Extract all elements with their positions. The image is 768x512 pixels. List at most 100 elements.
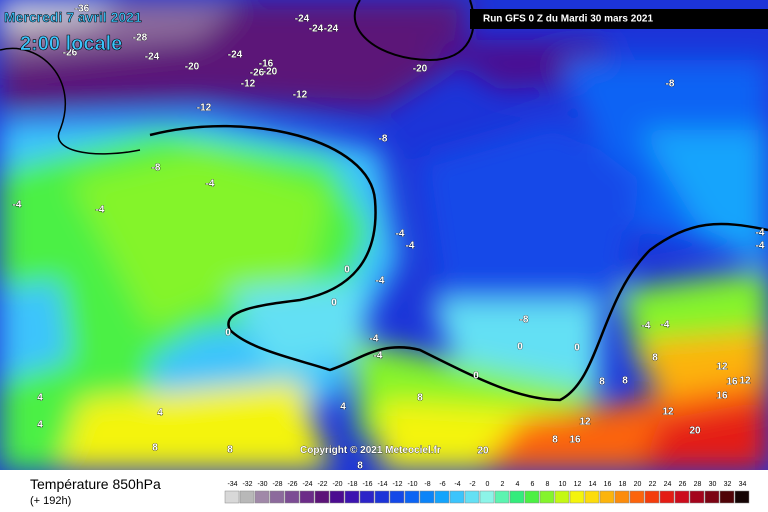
contour-label: 20: [689, 426, 701, 437]
legend-lead: (+ 192h): [30, 495, 71, 507]
color-swatch: [224, 490, 240, 504]
contour-label: 4: [340, 402, 346, 413]
color-swatch: [359, 490, 375, 504]
contour-label: -24: [228, 50, 243, 61]
contour-label: -4: [756, 228, 765, 239]
date: Mercredi 7 avril 2021: [4, 9, 142, 25]
scale-label: -20: [332, 481, 342, 488]
contour-label: -8: [379, 134, 388, 145]
contour-label: 12: [739, 376, 751, 387]
color-swatch: [284, 490, 300, 504]
contour-label: 8: [227, 445, 233, 456]
contour-label: 8: [599, 377, 605, 388]
color-swatch: [719, 490, 735, 504]
contour-label: 12: [579, 417, 591, 428]
color-swatch: [464, 490, 480, 504]
scale-label: -28: [272, 481, 282, 488]
scale-label: -22: [317, 481, 327, 488]
contour-label: 16: [726, 377, 738, 388]
contour-label: -12: [293, 90, 308, 101]
scale-label: 12: [574, 481, 582, 488]
scale-label: -16: [362, 481, 372, 488]
copyright: Copyright © 2021 Meteociel.fr: [300, 445, 441, 456]
color-swatch: [494, 490, 510, 504]
scale-label: -34: [227, 481, 237, 488]
contour-label: 4: [37, 393, 43, 404]
contour-label: 8: [552, 435, 558, 446]
color-swatch: [329, 490, 345, 504]
color-swatch: [374, 490, 390, 504]
scale-label: 34: [739, 481, 747, 488]
color-swatch: [299, 490, 315, 504]
color-swatch: [479, 490, 495, 504]
scale-label: 22: [649, 481, 657, 488]
contour-label: -16: [259, 59, 274, 70]
color-swatch: [614, 490, 630, 504]
contour-label: 8: [417, 393, 423, 404]
scale-label: -26: [287, 481, 297, 488]
scale-label: 32: [724, 481, 732, 488]
color-swatch: [659, 490, 675, 504]
contour-label: 0: [473, 371, 479, 382]
scale-label: -32: [242, 481, 252, 488]
color-swatch: [599, 490, 615, 504]
contour-label: -4: [756, 241, 765, 252]
contour-label: -20: [185, 62, 200, 73]
contour-label: -36: [75, 4, 90, 15]
contour-label: -4: [642, 321, 651, 332]
contour-label: -4: [374, 351, 383, 362]
contour-label: -20: [263, 67, 278, 78]
color-swatch: [674, 490, 690, 504]
contour-label: -28: [133, 33, 148, 44]
contour-label: 4: [37, 420, 43, 431]
scale-label: 2: [501, 481, 505, 488]
scale-label: -24: [302, 481, 312, 488]
scale-label: -14: [377, 481, 387, 488]
contour-label: 8: [152, 443, 158, 454]
scale-label: -4: [454, 481, 460, 488]
color-swatch: [344, 490, 360, 504]
scale-label: 14: [589, 481, 597, 488]
contour-label: -4: [406, 241, 415, 252]
scale-label: -6: [439, 481, 445, 488]
scale-label: 6: [531, 481, 535, 488]
scale-label: 0: [486, 481, 490, 488]
color-swatch: [239, 490, 255, 504]
color-swatch: [584, 490, 600, 504]
contour-label: -8: [520, 315, 529, 326]
color-swatch: [569, 490, 585, 504]
contour-label: 0: [331, 298, 337, 309]
scale-label: -12: [392, 481, 402, 488]
contour-label: -26: [63, 48, 78, 59]
contour-label: 8: [622, 376, 628, 387]
color-swatch: [404, 490, 420, 504]
contour-label: -24: [309, 24, 324, 35]
contour-label: -8: [152, 163, 161, 174]
color-swatch: [734, 490, 750, 504]
scale-label: 30: [709, 481, 717, 488]
color-swatch: [449, 490, 465, 504]
contour-label: 4: [157, 408, 163, 419]
contour-label: 20: [477, 446, 489, 457]
contour-label: -4: [370, 334, 379, 345]
color-swatch: [524, 490, 540, 504]
contour-label: -4: [376, 276, 385, 287]
scale-label: 8: [546, 481, 550, 488]
color-swatch: [509, 490, 525, 504]
color-swatch: [644, 490, 660, 504]
contour-label: -24: [324, 24, 339, 35]
contour-label: 12: [662, 407, 674, 418]
contour-label: 8: [357, 461, 363, 472]
contour-label: 0: [225, 328, 231, 339]
scale-label: 20: [634, 481, 642, 488]
time: 2:00 locale: [20, 33, 122, 55]
scale-label: -30: [257, 481, 267, 488]
contour-label: 0: [574, 343, 580, 354]
contour-label: -4: [13, 200, 22, 211]
contour-label: -4: [206, 179, 215, 190]
scale-label: 28: [694, 481, 702, 488]
contour-label: -8: [666, 79, 675, 90]
color-swatch: [254, 490, 270, 504]
color-swatch: [629, 490, 645, 504]
contour-label: -24: [145, 52, 160, 63]
